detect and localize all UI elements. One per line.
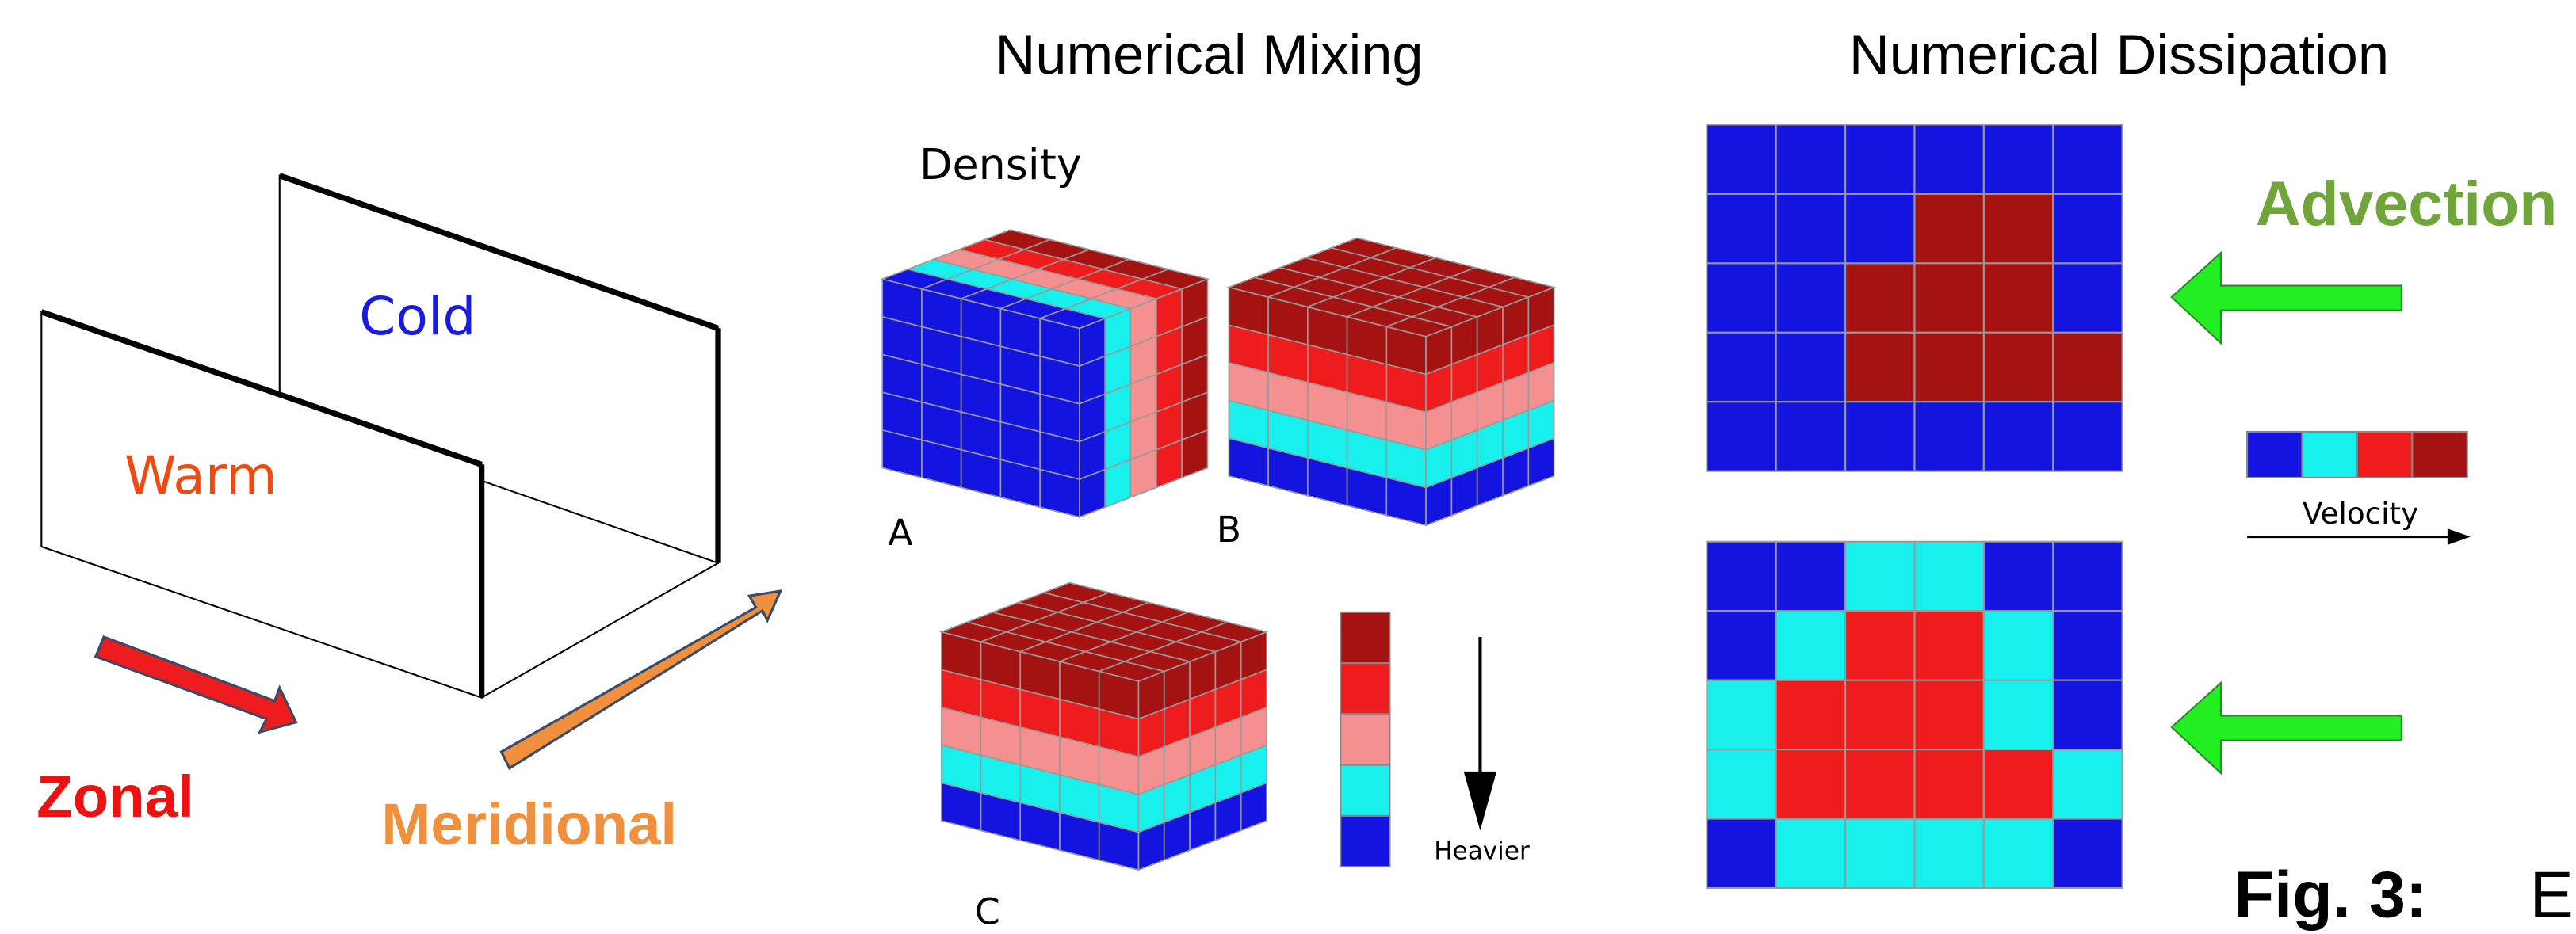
figure-label: Fig. 3: <box>2234 857 2428 931</box>
grid-cell <box>1984 749 2053 818</box>
grid-cell <box>2053 194 2122 263</box>
cube-label: A <box>888 512 912 554</box>
caption-text: E <box>2529 857 2573 931</box>
grid-cell <box>1914 542 1983 611</box>
grid-cell <box>2053 402 2122 471</box>
grid-cell <box>1776 680 1845 749</box>
grid-cell <box>2053 333 2122 402</box>
grid-cell <box>1707 124 1775 193</box>
grid-cell <box>1707 819 1775 888</box>
grid-cell <box>2053 749 2122 818</box>
grid-cell <box>1776 819 1845 888</box>
colorbar-cell <box>2302 432 2356 478</box>
grid-cell <box>1984 402 2053 471</box>
grid-cell <box>1984 542 2053 611</box>
meridional-label: Meridional <box>381 791 677 857</box>
grid-cell <box>1845 333 1914 402</box>
grid-cell <box>1845 680 1914 749</box>
colorbar-cell <box>1340 612 1389 663</box>
zonal-arrow <box>96 637 296 732</box>
grid-cell <box>1707 680 1775 749</box>
grid-cell <box>1707 402 1775 471</box>
grid-cell <box>1984 194 2053 263</box>
advection-arrow <box>2172 253 2402 343</box>
grid-cell <box>1914 124 1983 193</box>
panel-title: Numerical Mixing <box>995 23 1423 86</box>
grid-cell <box>1914 680 1983 749</box>
velocity-arrowhead <box>2448 528 2471 545</box>
grid-cell <box>1776 263 1845 332</box>
grid-cell <box>1984 333 2053 402</box>
grid-cell <box>1914 749 1983 818</box>
meridional-arrow <box>501 591 780 768</box>
grid-cell <box>1914 819 1983 888</box>
colorbar-cell <box>2247 432 2302 478</box>
grid-cell <box>1845 542 1914 611</box>
warm-label: Warm <box>124 444 277 506</box>
grid-cell <box>1984 680 2053 749</box>
advection-label: Advection <box>2256 169 2558 238</box>
grid-cell <box>1984 611 2053 680</box>
grid-cell <box>1707 542 1775 611</box>
colorbar-cell <box>1340 714 1389 764</box>
floor-edge <box>482 563 718 698</box>
grid-cell <box>1776 611 1845 680</box>
colorbar-cell <box>2357 432 2412 478</box>
cube-label: B <box>1217 509 1241 551</box>
grid-cell <box>1914 333 1983 402</box>
grid-cell <box>2053 542 2122 611</box>
grid-cell <box>2053 680 2122 749</box>
panel-title: Numerical Dissipation <box>1849 23 2389 86</box>
grid-cell <box>1776 749 1845 818</box>
grid-cell <box>2053 819 2122 888</box>
walls <box>41 176 718 698</box>
grid-cell <box>1845 124 1914 193</box>
grid-cell <box>1984 124 2053 193</box>
grid-cell <box>1845 194 1914 263</box>
grid-cell <box>1914 263 1983 332</box>
grid-cell <box>1776 124 1845 193</box>
grid-cell <box>1776 542 1845 611</box>
grid-cell <box>1707 611 1775 680</box>
page: {"left_panel": {"cold_label": "Cold", "w… <box>0 0 2576 934</box>
colorbar-cell <box>1340 663 1389 714</box>
grids <box>1707 124 2122 888</box>
grid-cell <box>2053 124 2122 193</box>
grid-cell <box>1984 819 2053 888</box>
grid-cell <box>1707 333 1775 402</box>
colorbar-cell <box>1340 816 1389 867</box>
grid-cell <box>1845 263 1914 332</box>
heavier-arrowhead <box>1464 772 1496 831</box>
grid-cell <box>1914 611 1983 680</box>
grid-cell <box>2053 611 2122 680</box>
advection-arrow <box>2172 683 2402 773</box>
colorbar-cell <box>2412 432 2467 478</box>
grid-cell <box>1707 194 1775 263</box>
colorbar-cell <box>1340 765 1389 816</box>
velocity-label: Velocity <box>2303 496 2418 531</box>
grid-cell <box>1707 749 1775 818</box>
grid-cell <box>1707 263 1775 332</box>
grid-cell <box>1776 402 1845 471</box>
grid-cell <box>1845 749 1914 818</box>
grid-cell <box>1845 611 1914 680</box>
grid-cell <box>1914 402 1983 471</box>
figure: Cold Warm Zonal Meridional Numerical Mix… <box>0 0 2576 934</box>
grid-cell <box>1984 263 2053 332</box>
heavier-label: Heavier <box>1434 837 1530 865</box>
grid-cell <box>1845 402 1914 471</box>
grid-cell <box>2053 263 2122 332</box>
cold-label: Cold <box>359 285 476 347</box>
cube-label: C <box>975 891 1000 933</box>
density-label: Density <box>919 139 1082 189</box>
grid-cell <box>1776 333 1845 402</box>
grid-cell <box>1776 194 1845 263</box>
density-colorbar <box>1340 612 1389 867</box>
grid-cell <box>1845 819 1914 888</box>
velocity-colorbar <box>2247 432 2467 478</box>
zonal-label: Zonal <box>36 763 194 829</box>
grid-cell <box>1914 194 1983 263</box>
